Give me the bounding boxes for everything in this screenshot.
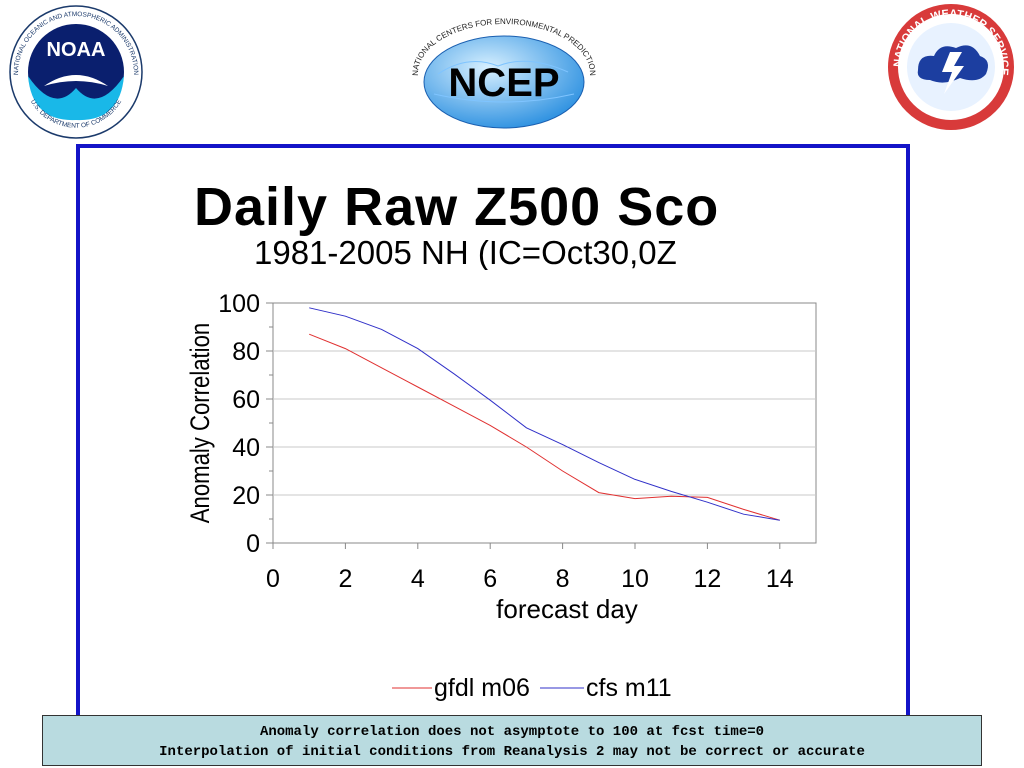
y-tick-label: 60 (232, 386, 260, 414)
chart-svg: 0 20 40 60 80 100 0 2 4 6 8 10 12 14 forecast day Anoma… (186, 290, 817, 702)
x-tick-label: 10 (621, 565, 649, 593)
ncep-logo: NCEP NATIONAL CENTERS FOR ENVIRONMENTAL … (411, 17, 597, 129)
ncep-logo-label: NCEP (448, 61, 559, 105)
note-line-2: Interpolation of initial conditions from… (159, 744, 865, 760)
y-axis-label: Anomaly Correlation (186, 323, 216, 523)
y-tick-label: 20 (232, 482, 260, 510)
plot-area-border (272, 302, 817, 544)
x-tick-label: 0 (266, 565, 280, 593)
x-axis-label: forecast day (496, 594, 638, 624)
noaa-logo: NOAA NATIONAL OCEANIC AND ATMOSPHERIC AD… (9, 5, 143, 139)
y-tick-label: 100 (218, 290, 260, 318)
y-tick-label: 80 (232, 338, 260, 366)
chart-frame: Daily Raw Z500 Sco 1981-2005 NH (IC=Oct3… (76, 144, 910, 764)
x-tick-label: 2 (338, 565, 352, 593)
x-tick-label: 6 (483, 565, 497, 593)
legend-label-1: gfdl m06 (434, 674, 530, 702)
y-tick-label: 40 (232, 434, 260, 462)
chart-title-area: Daily Raw Z500 Sco 1981-2005 NH (IC=Oct3… (80, 170, 856, 270)
x-tick-label: 4 (411, 565, 425, 593)
x-tick-label: 12 (693, 565, 721, 593)
series-line-gfdl-m06 (309, 333, 780, 521)
chart-title: Daily Raw Z500 Sco (194, 177, 720, 237)
noaa-logo-label: NOAA (47, 39, 106, 61)
y-tick-label: 0 (246, 530, 260, 558)
x-tick-label: 14 (766, 565, 794, 593)
note-box: Anomaly correlation does not asymptote t… (42, 715, 982, 766)
legend-label-2: cfs m11 (586, 674, 672, 702)
series-line-cfs-m11 (309, 307, 780, 521)
note-line-1: Anomaly correlation does not asymptote t… (259, 724, 765, 740)
x-tick-label: 8 (556, 565, 570, 593)
nws-logo: NATIONAL WEATHER SERVICE (888, 4, 1014, 130)
chart-subtitle: 1981-2005 NH (IC=Oct30,0Z (254, 234, 677, 270)
